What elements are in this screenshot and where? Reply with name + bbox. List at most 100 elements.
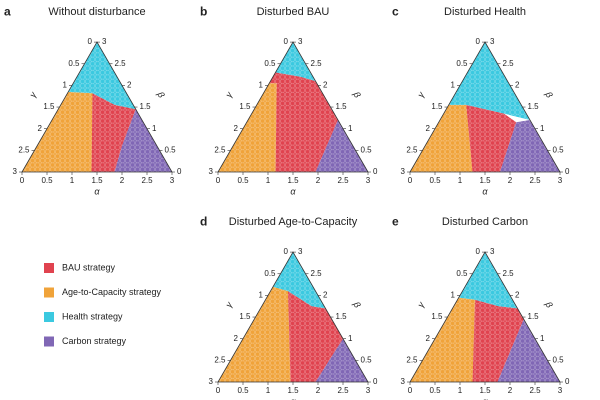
alpha-tick-label: 0.5 <box>429 176 441 185</box>
gamma-axis-label: γ <box>224 300 235 309</box>
gamma-tick-label: 0 <box>88 37 93 46</box>
legend-label: Age-to-Capacity strategy <box>62 287 162 297</box>
alpha-tick-label: 2.5 <box>337 386 349 395</box>
gamma-axis-label: γ <box>416 90 427 99</box>
alpha-axis-label: α <box>290 396 296 400</box>
beta-tick-label: 3 <box>490 37 495 46</box>
beta-tick-label: 0 <box>565 377 570 386</box>
alpha-tick-label: 0 <box>216 176 221 185</box>
panel-title: Without disturbance <box>48 6 145 18</box>
alpha-tick-label: 3 <box>170 176 175 185</box>
panel-label: c <box>392 4 399 18</box>
gamma-tick-label: 0 <box>284 37 289 46</box>
alpha-tick-label: 2 <box>120 176 125 185</box>
legend-label: Carbon strategy <box>62 336 127 346</box>
alpha-axis-label: α <box>290 186 296 196</box>
beta-tick-label: 3 <box>102 37 107 46</box>
gamma-tick-label: 0.5 <box>68 59 80 68</box>
alpha-tick-label: 1.5 <box>479 386 491 395</box>
gamma-tick-label: 2.5 <box>406 355 418 364</box>
gamma-tick-label: 2.5 <box>214 145 226 154</box>
alpha-tick-label: 2.5 <box>529 176 541 185</box>
gamma-tick-label: 3 <box>401 377 406 386</box>
gamma-tick-label: 3 <box>209 167 214 176</box>
beta-tick-label: 0.5 <box>553 355 565 364</box>
gamma-tick-label: 1.5 <box>431 102 443 111</box>
beta-tick-label: 3 <box>298 37 303 46</box>
panel-title: Disturbed Health <box>444 6 526 18</box>
panel-title: Disturbed Carbon <box>442 216 528 228</box>
beta-tick-label: 1.5 <box>528 312 540 321</box>
beta-tick-label: 1.5 <box>336 102 348 111</box>
gamma-tick-label: 1.5 <box>431 312 443 321</box>
alpha-tick-label: 3 <box>558 176 563 185</box>
alpha-tick-label: 1 <box>70 176 75 185</box>
beta-tick-label: 0.5 <box>553 145 565 154</box>
beta-tick-label: 3 <box>298 247 303 256</box>
texture <box>22 42 172 172</box>
beta-tick-label: 2.5 <box>311 59 323 68</box>
gamma-tick-label: 2 <box>234 124 239 133</box>
gamma-tick-label: 0 <box>476 247 481 256</box>
alpha-tick-label: 2 <box>316 176 321 185</box>
gamma-tick-label: 1 <box>63 81 68 90</box>
beta-tick-label: 2.5 <box>311 269 323 278</box>
alpha-tick-label: 0 <box>408 386 413 395</box>
gamma-tick-label: 0 <box>476 37 481 46</box>
alpha-tick-label: 3 <box>366 386 371 395</box>
alpha-tick-label: 1 <box>458 176 463 185</box>
alpha-tick-label: 0.5 <box>237 386 249 395</box>
gamma-axis-label: γ <box>28 90 39 99</box>
beta-tick-label: 1.5 <box>336 312 348 321</box>
alpha-tick-label: 0 <box>408 176 413 185</box>
beta-tick-label: 2.5 <box>115 59 127 68</box>
alpha-tick-label: 2 <box>508 176 513 185</box>
legend-label: BAU strategy <box>62 262 116 272</box>
beta-tick-label: 0 <box>373 377 378 386</box>
alpha-tick-label: 2.5 <box>529 386 541 395</box>
alpha-tick-label: 1.5 <box>479 176 491 185</box>
alpha-tick-label: 0.5 <box>41 176 53 185</box>
alpha-tick-label: 0 <box>20 176 25 185</box>
gamma-tick-label: 0.5 <box>456 269 468 278</box>
beta-tick-label: 2.5 <box>503 269 515 278</box>
legend-swatch <box>44 263 54 273</box>
beta-tick-label: 2 <box>323 81 328 90</box>
texture <box>218 42 368 172</box>
gamma-tick-label: 0 <box>284 247 289 256</box>
beta-tick-label: 1.5 <box>140 102 152 111</box>
alpha-tick-label: 1 <box>266 386 271 395</box>
legend-label: Health strategy <box>62 311 123 321</box>
panel-label: b <box>200 4 207 18</box>
alpha-tick-label: 2.5 <box>141 176 153 185</box>
beta-tick-label: 2.5 <box>503 59 515 68</box>
gamma-tick-label: 2.5 <box>406 145 418 154</box>
beta-tick-label: 0.5 <box>361 355 373 364</box>
alpha-tick-label: 1 <box>266 176 271 185</box>
texture <box>218 252 368 382</box>
beta-tick-label: 1 <box>540 124 545 133</box>
alpha-tick-label: 3 <box>366 176 371 185</box>
panel-label: d <box>200 214 207 228</box>
gamma-tick-label: 1 <box>259 291 264 300</box>
beta-tick-label: 2 <box>515 291 520 300</box>
gamma-tick-label: 0.5 <box>456 59 468 68</box>
beta-tick-label: 0 <box>565 167 570 176</box>
beta-tick-label: 0.5 <box>361 145 373 154</box>
beta-tick-label: 0 <box>177 167 182 176</box>
panel-label: e <box>392 214 399 228</box>
gamma-tick-label: 2 <box>426 124 431 133</box>
gamma-tick-label: 3 <box>401 167 406 176</box>
legend-swatch <box>44 336 54 347</box>
gamma-tick-label: 3 <box>13 167 18 176</box>
gamma-tick-label: 2.5 <box>18 145 30 154</box>
beta-axis-label: β <box>351 299 363 309</box>
legend-swatch <box>44 287 54 298</box>
beta-tick-label: 3 <box>490 247 495 256</box>
alpha-tick-label: 1.5 <box>287 176 299 185</box>
alpha-tick-label: 2 <box>316 386 321 395</box>
gamma-tick-label: 1 <box>451 81 456 90</box>
gamma-axis-label: γ <box>224 90 235 99</box>
alpha-axis-label: α <box>482 396 488 400</box>
